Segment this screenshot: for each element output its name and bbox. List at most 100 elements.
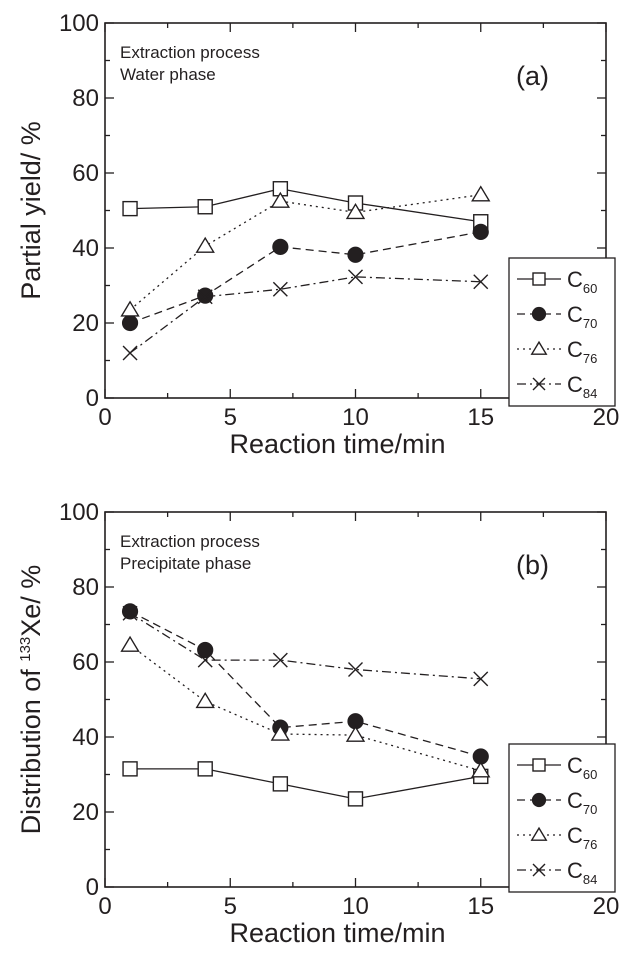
- data-point: [197, 761, 213, 777]
- x-tick-label: 20: [593, 893, 620, 920]
- x-tick-label: 20: [593, 404, 620, 431]
- legend-marker: [530, 340, 548, 355]
- series-line: [129, 610, 481, 758]
- y-axis-label: Partial yield/ %: [16, 121, 46, 300]
- data-point: [120, 635, 140, 652]
- legend-marker: [532, 377, 546, 391]
- data-point: [345, 725, 366, 742]
- y-tick-label: 20: [72, 799, 99, 826]
- series-line: [129, 231, 481, 324]
- legend-box: [508, 257, 616, 407]
- series-line: [130, 768, 481, 800]
- legend-marker: [532, 758, 546, 772]
- legend-entry: C70: [567, 302, 597, 331]
- x-axis-label: Reaction time/min: [229, 918, 445, 948]
- data-point: [272, 238, 289, 255]
- legend-entry: C84: [567, 858, 597, 887]
- y-tick-label: 80: [72, 85, 99, 112]
- data-point: [122, 761, 138, 777]
- data-point: [270, 191, 291, 208]
- y-tick-label: 40: [72, 724, 99, 751]
- data-point: [122, 605, 138, 621]
- y-tick-label: 80: [72, 574, 99, 601]
- panel-label: (a): [516, 61, 549, 91]
- data-point: [471, 761, 491, 778]
- data-point: [122, 200, 138, 217]
- legend: C60 C70 C76 C84: [508, 257, 616, 407]
- series-C60: [122, 761, 489, 807]
- data-point: [473, 274, 489, 290]
- y-tick-label: 60: [72, 649, 99, 676]
- data-point: [473, 671, 489, 687]
- legend-entry: C60: [567, 753, 597, 782]
- data-point: [197, 199, 213, 215]
- legend-entry: C76: [567, 823, 597, 852]
- data-point: [195, 691, 215, 709]
- x-tick-label: 10: [342, 893, 369, 920]
- data-point: [348, 269, 363, 285]
- legend-entry: C84: [567, 372, 597, 401]
- x-tick-label: 5: [224, 893, 237, 920]
- y-tick-label: 0: [86, 874, 99, 901]
- series-line: [129, 612, 481, 680]
- legend-marker: [532, 272, 546, 286]
- x-axis-label: Reaction time/min: [229, 429, 445, 459]
- data-point: [195, 236, 215, 253]
- y-tick-label: 100: [59, 10, 99, 37]
- legend-marker: [532, 863, 546, 877]
- data-point: [197, 652, 213, 668]
- legend-entry: C76: [567, 337, 597, 366]
- y-tick-label: 100: [59, 499, 99, 526]
- data-point: [197, 641, 214, 659]
- data-point: [345, 202, 366, 220]
- chart-panel-2: 0 5 10 15 20 0 20 40 60 80 100 Reaction time/min Dis…: [16, 499, 619, 948]
- y-tick-label: 60: [72, 160, 99, 187]
- data-point: [122, 345, 138, 361]
- annotation-text: Extraction process: [120, 532, 260, 551]
- data-point: [272, 652, 288, 668]
- data-point: [471, 185, 491, 202]
- panel-label: (b): [516, 550, 549, 580]
- legend: C60 C70 C76 C84: [508, 743, 616, 893]
- legend-marker: [531, 792, 547, 808]
- series-C70: [121, 603, 489, 765]
- series-line: [129, 644, 481, 772]
- y-tick-label: 40: [72, 235, 99, 262]
- annotation-text: Extraction process: [120, 43, 260, 62]
- series-line: [129, 276, 481, 354]
- legend-entry: C60: [567, 267, 597, 296]
- data-point: [272, 776, 289, 792]
- x-tick-label: 10: [342, 404, 369, 431]
- data-point: [197, 289, 213, 305]
- annotation-text: Water phase: [120, 65, 216, 84]
- data-point: [120, 300, 140, 317]
- data-point: [347, 791, 364, 807]
- series-C76: [120, 635, 491, 778]
- series-C70: [121, 223, 489, 332]
- x-tick-label: 15: [467, 404, 494, 431]
- data-point: [348, 662, 363, 677]
- data-point: [270, 724, 291, 741]
- series-C76: [120, 185, 491, 317]
- series-line: [129, 194, 481, 311]
- x-tick-label: 0: [98, 893, 111, 920]
- series-C84: [122, 269, 489, 361]
- annotation-text: Precipitate phase: [120, 554, 251, 573]
- legend-marker: [531, 306, 547, 322]
- x-tick-label: 0: [98, 404, 111, 431]
- x-tick-label: 15: [467, 893, 494, 920]
- legend-marker: [530, 826, 548, 841]
- legend-entry: C70: [567, 788, 597, 817]
- chart-panel-1: 0 5 10 15 20 0 20 40 60 80 100 Reaction time/min Par…: [16, 10, 619, 459]
- legend-box: [508, 743, 616, 893]
- y-axis-label: Distribution of 133Xe/ %: [16, 565, 46, 835]
- x-tick-label: 5: [224, 404, 237, 431]
- data-point: [472, 223, 489, 240]
- y-tick-label: 0: [86, 385, 99, 412]
- y-tick-label: 20: [72, 310, 99, 337]
- data-point: [272, 281, 288, 297]
- series-C84: [122, 605, 489, 687]
- data-point: [347, 246, 364, 263]
- data-point: [121, 314, 139, 332]
